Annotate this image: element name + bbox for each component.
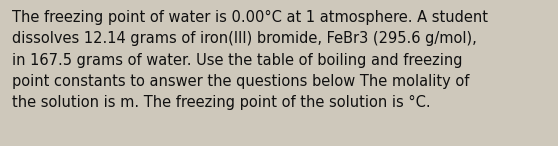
Text: The freezing point of water is 0.00°C at 1 atmosphere. A student
dissolves 12.14: The freezing point of water is 0.00°C at… (12, 10, 488, 110)
